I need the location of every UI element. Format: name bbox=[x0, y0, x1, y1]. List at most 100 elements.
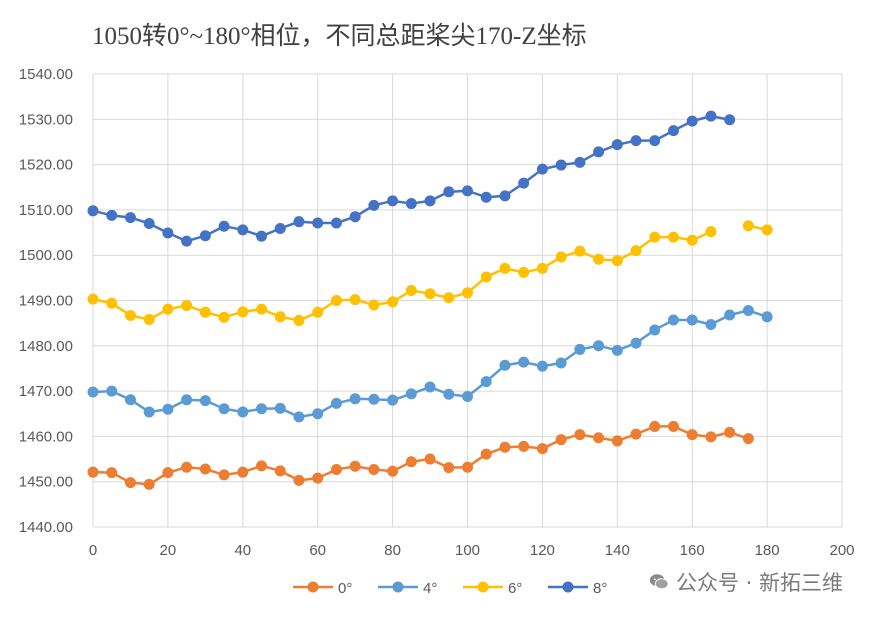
x-tick-label: 180 bbox=[755, 542, 780, 559]
data-point bbox=[630, 428, 642, 440]
data-point bbox=[424, 381, 436, 393]
x-tick-label: 0 bbox=[89, 542, 97, 559]
data-point bbox=[199, 463, 211, 475]
y-tick-label: 1490.00 bbox=[19, 293, 73, 310]
data-point bbox=[611, 344, 623, 356]
data-point bbox=[312, 306, 324, 318]
data-point bbox=[181, 299, 193, 311]
data-point bbox=[405, 285, 417, 297]
data-point bbox=[574, 245, 586, 257]
data-point bbox=[87, 466, 99, 478]
data-point bbox=[649, 135, 661, 147]
data-point bbox=[630, 337, 642, 349]
legend-swatch-marker bbox=[562, 581, 574, 593]
data-point bbox=[124, 477, 136, 489]
data-point bbox=[368, 393, 380, 405]
y-tick-label: 1500.00 bbox=[19, 247, 73, 264]
x-tick-label: 200 bbox=[829, 542, 854, 559]
series-0° bbox=[87, 420, 754, 490]
data-point bbox=[667, 231, 679, 243]
legend-swatch-marker bbox=[307, 581, 319, 593]
data-point bbox=[237, 406, 249, 418]
data-point bbox=[686, 429, 698, 441]
data-point bbox=[330, 217, 342, 229]
data-point bbox=[349, 460, 361, 472]
data-point bbox=[499, 441, 511, 453]
x-tick-label: 60 bbox=[309, 542, 326, 559]
data-point bbox=[555, 159, 567, 171]
data-point bbox=[368, 199, 380, 211]
data-point bbox=[667, 125, 679, 137]
data-point bbox=[536, 443, 548, 455]
legend-label: 6° bbox=[508, 580, 522, 597]
data-point bbox=[424, 195, 436, 207]
data-point bbox=[256, 403, 268, 415]
legend-swatch-marker bbox=[477, 581, 489, 593]
data-point bbox=[237, 466, 249, 478]
data-point bbox=[724, 114, 736, 126]
data-point bbox=[593, 146, 605, 158]
data-point bbox=[443, 186, 455, 198]
data-point bbox=[274, 311, 286, 323]
data-point bbox=[330, 463, 342, 475]
data-point bbox=[162, 403, 174, 415]
data-point bbox=[742, 433, 754, 445]
data-point bbox=[237, 224, 249, 236]
legend-swatch-marker bbox=[392, 581, 404, 593]
data-point bbox=[686, 115, 698, 127]
data-point bbox=[181, 461, 193, 473]
data-point bbox=[87, 205, 99, 217]
wechat-icon bbox=[649, 574, 669, 590]
data-point bbox=[499, 190, 511, 202]
data-point bbox=[312, 217, 324, 229]
data-point bbox=[518, 266, 530, 278]
data-point bbox=[705, 110, 717, 122]
data-point bbox=[705, 226, 717, 238]
data-point bbox=[499, 262, 511, 274]
data-point bbox=[649, 324, 661, 336]
data-point bbox=[181, 394, 193, 406]
legend-label: 8° bbox=[593, 580, 607, 597]
legend-label: 0° bbox=[338, 580, 352, 597]
series-line bbox=[92, 230, 712, 322]
x-tick-label: 100 bbox=[455, 542, 480, 559]
data-point bbox=[443, 388, 455, 400]
data-point bbox=[462, 287, 473, 299]
data-point bbox=[536, 262, 548, 274]
data-point bbox=[143, 314, 155, 326]
series-line bbox=[92, 425, 749, 486]
x-tick-label: 140 bbox=[605, 542, 630, 559]
data-point bbox=[312, 472, 324, 484]
data-point bbox=[256, 460, 268, 472]
data-point bbox=[443, 292, 455, 304]
data-point bbox=[462, 461, 473, 473]
data-point bbox=[368, 299, 380, 311]
data-point bbox=[462, 391, 473, 403]
x-tick-label: 80 bbox=[384, 542, 401, 559]
data-point bbox=[555, 434, 567, 446]
data-point bbox=[761, 224, 773, 236]
data-point bbox=[705, 319, 717, 331]
data-point bbox=[667, 420, 679, 432]
data-point bbox=[387, 465, 399, 477]
data-point bbox=[349, 294, 361, 306]
y-tick-label: 1470.00 bbox=[19, 383, 73, 400]
y-tick-label: 1480.00 bbox=[19, 338, 73, 355]
y-tick-label: 1450.00 bbox=[19, 474, 73, 491]
legend-item: 6° bbox=[463, 580, 522, 597]
legend: 0° 4° 6° 8° bbox=[293, 580, 607, 597]
data-point bbox=[256, 303, 268, 315]
data-point bbox=[387, 296, 399, 308]
y-tick-label: 1520.00 bbox=[19, 157, 73, 174]
data-point bbox=[443, 462, 455, 474]
x-axis-ticks: 0 20 40 60 80 100 120 140 160 180 200 bbox=[89, 542, 855, 559]
data-point bbox=[106, 467, 118, 479]
data-point bbox=[499, 359, 511, 371]
data-point bbox=[649, 231, 661, 243]
data-point bbox=[330, 397, 342, 409]
data-point bbox=[387, 195, 399, 207]
series-line bbox=[92, 309, 768, 419]
series-6° bbox=[87, 220, 773, 326]
data-point bbox=[274, 465, 286, 477]
data-point bbox=[574, 343, 586, 355]
